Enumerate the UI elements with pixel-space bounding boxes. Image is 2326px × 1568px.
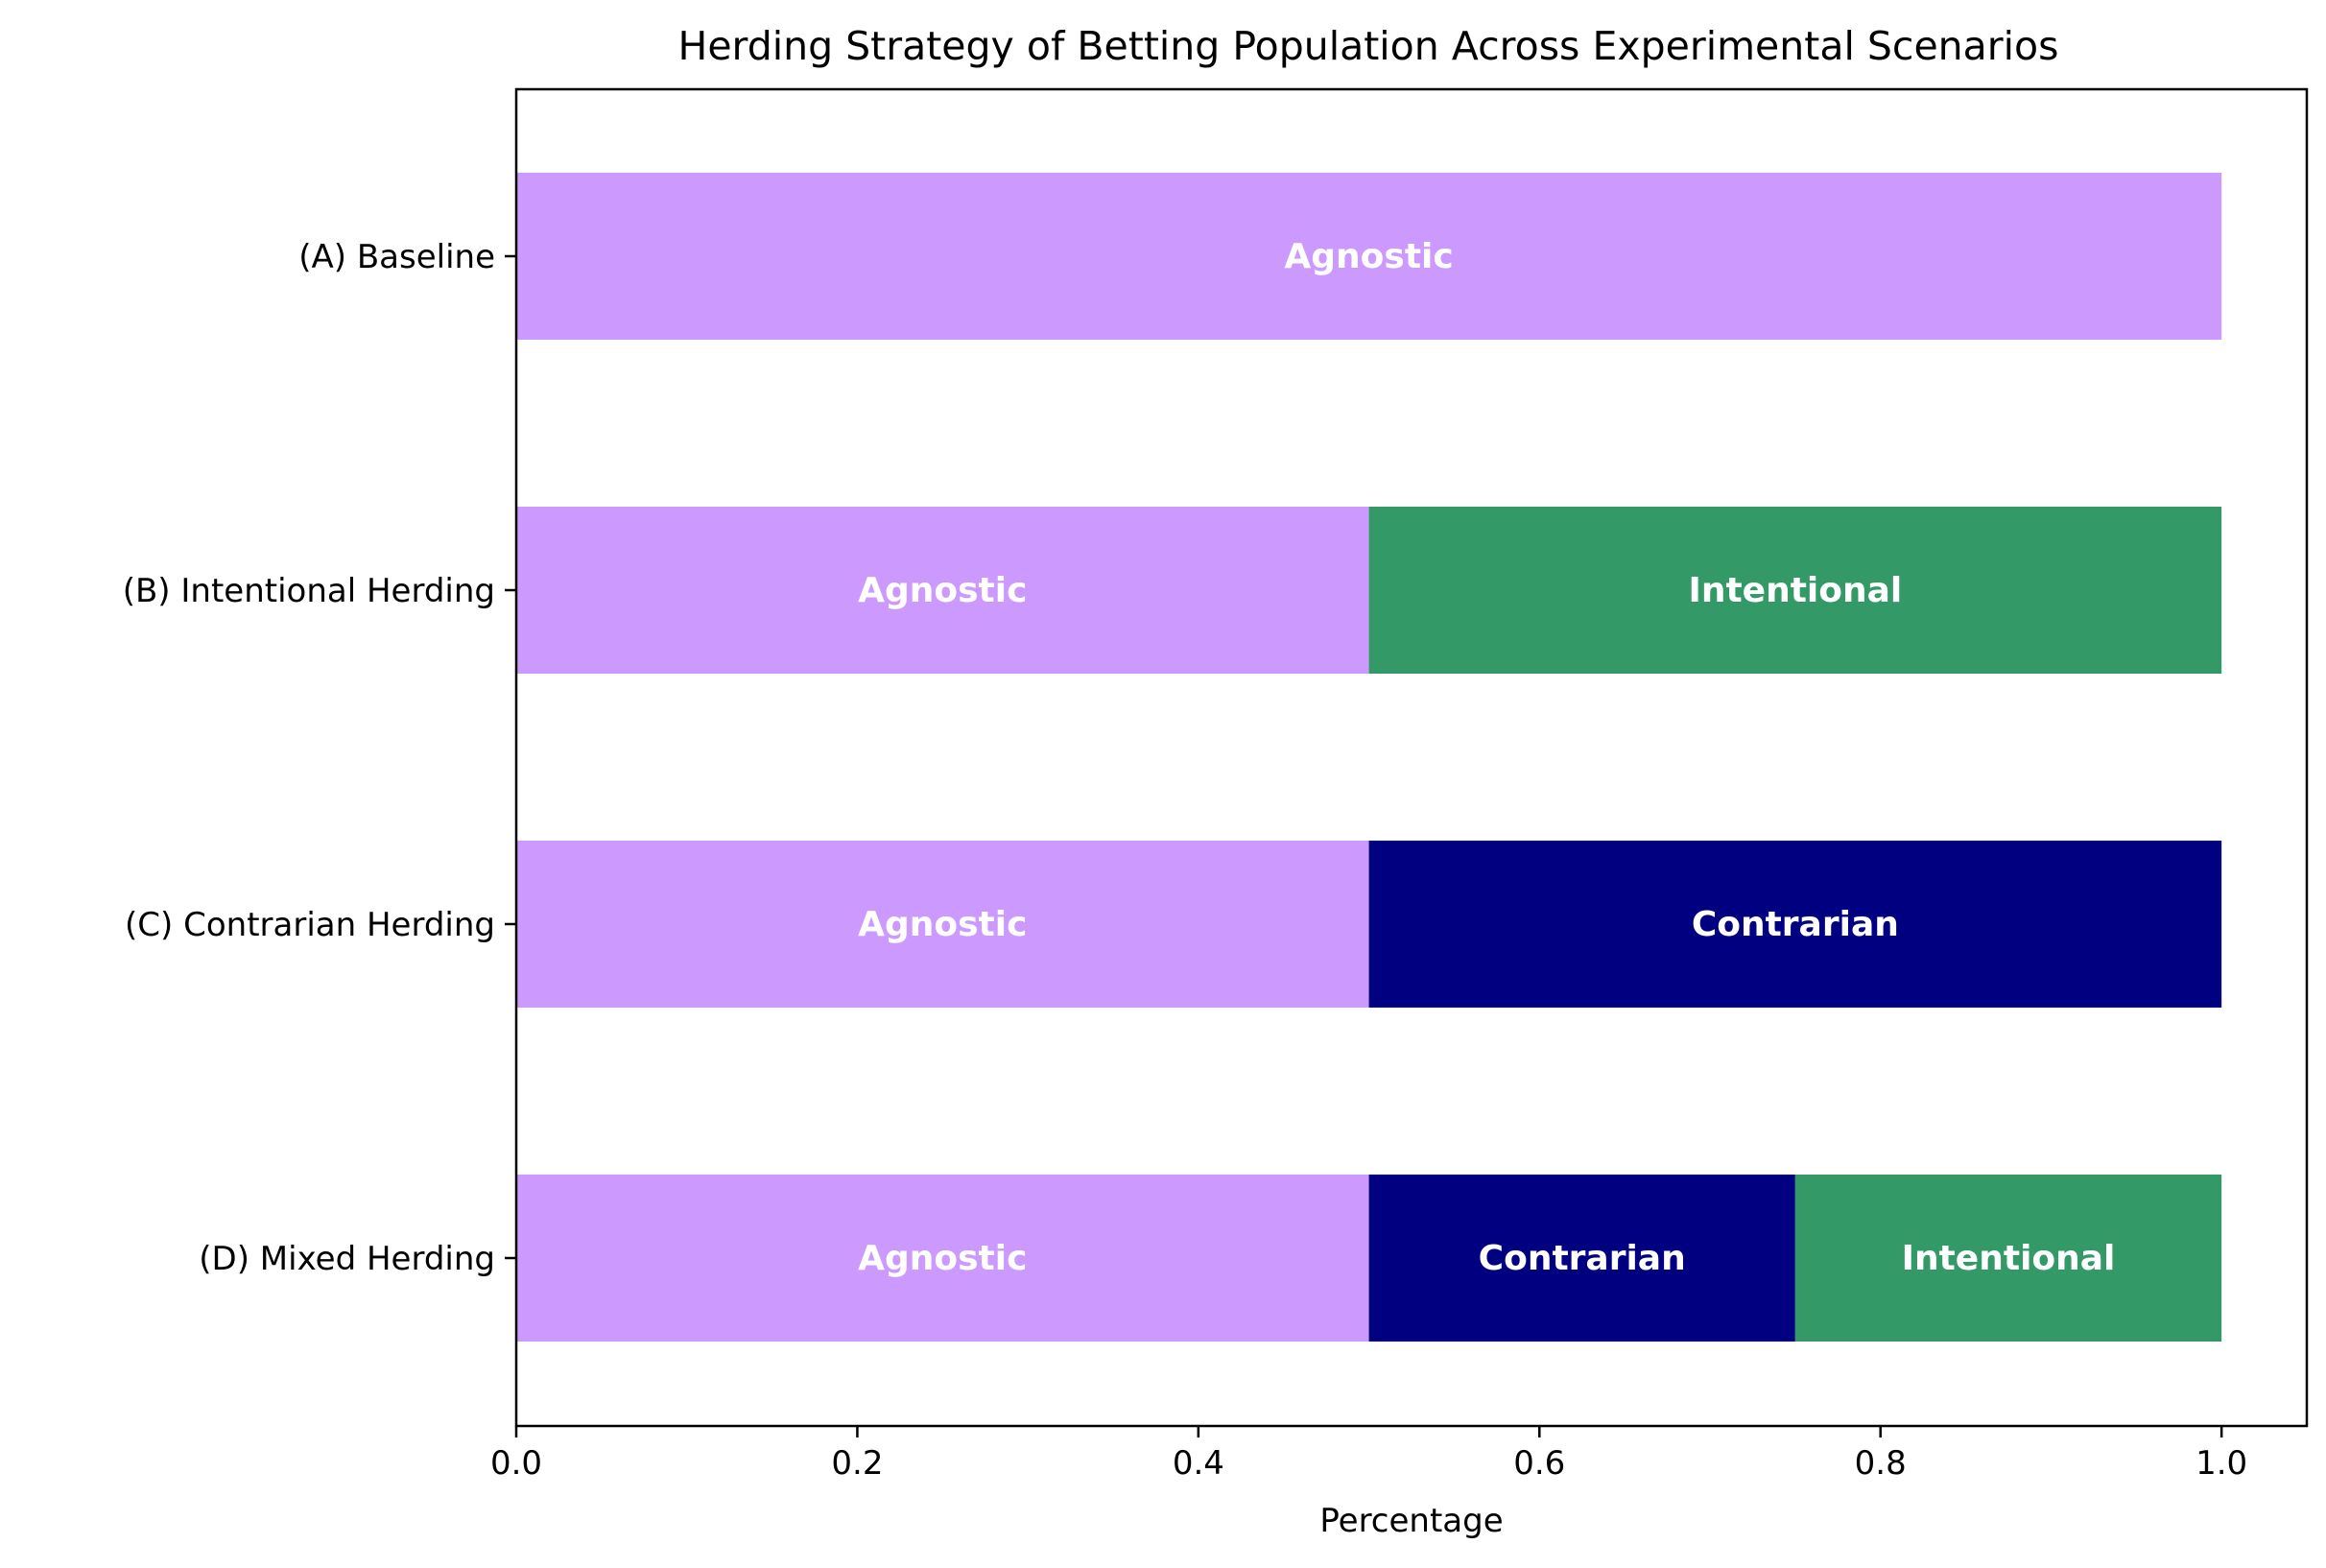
segment-label-agnostic: Agnostic (858, 905, 1027, 944)
segment-label-intentional: Intentional (1688, 571, 1902, 610)
bar-segment-intentional (1794, 1175, 2222, 1342)
segment-label-intentional: Intentional (1902, 1239, 2116, 1278)
bar-segment-agnostic (516, 507, 1369, 674)
x-tick-label: 0.8 (1855, 1444, 1907, 1483)
bar-segment-agnostic (516, 1175, 1369, 1342)
chart-title: Herding Strategy of Betting Population A… (678, 23, 2059, 69)
y-tick-label: (B) Intentional Herding (123, 572, 495, 610)
bar-segment-agnostic (516, 841, 1369, 1008)
y-tick-label: (D) Mixed Herding (199, 1240, 495, 1278)
x-tick-label: 0.2 (831, 1444, 883, 1483)
x-tick-label: 0.6 (1513, 1444, 1565, 1483)
y-tick-label: (A) Baseline (298, 238, 495, 276)
x-tick-label: 0.0 (490, 1444, 542, 1483)
bar-segment-contrarian (1368, 1175, 1795, 1342)
bars-group (516, 173, 2222, 1342)
segment-label-agnostic: Agnostic (858, 571, 1027, 610)
segment-labels-group: Agnostic Agnostic Intentional Agnostic Contr… (858, 237, 2115, 1278)
segment-label-contrarian: Contrarian (1479, 1239, 1686, 1278)
y-axis-ticks: (A) Baseline (B) Intentional Herding (C) C… (123, 238, 516, 1278)
x-tick-label: 0.4 (1173, 1444, 1224, 1483)
bar-segment-agnostic (516, 173, 2222, 340)
segment-label-agnostic: Agnostic (1284, 237, 1453, 276)
segment-label-contrarian: Contrarian (1692, 905, 1899, 944)
segment-label-agnostic: Agnostic (858, 1239, 1027, 1278)
y-tick-label: (C) Contrarian Herding (125, 906, 495, 944)
x-axis-label: Percentage (1319, 1502, 1503, 1540)
bar-segment-intentional (1368, 507, 2222, 674)
x-tick-label: 1.0 (2195, 1444, 2247, 1483)
plot-frame (514, 87, 2309, 1428)
x-axis-ticks: 0.0 0.2 0.4 0.6 0.8 1.0 (490, 1426, 2247, 1483)
bar-segment-contrarian (1368, 841, 2222, 1008)
